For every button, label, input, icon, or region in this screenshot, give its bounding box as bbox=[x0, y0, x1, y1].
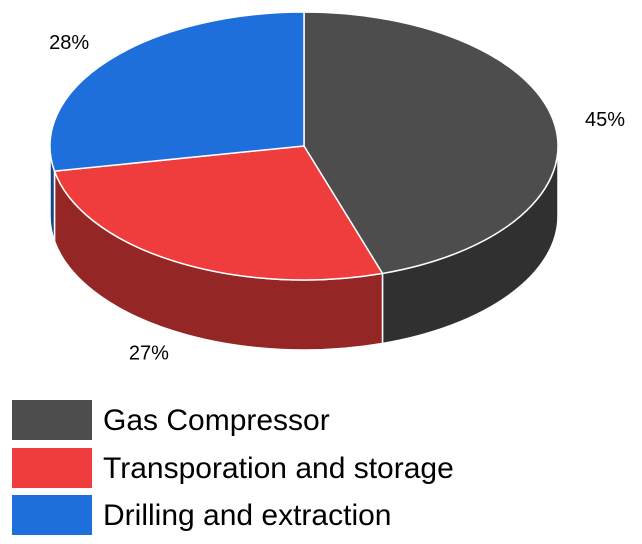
value-label: 45% bbox=[585, 109, 625, 131]
slice bbox=[49, 11, 305, 172]
legend-label: Gas Compressor bbox=[103, 404, 330, 437]
legend-swatch bbox=[12, 400, 92, 440]
slice bbox=[53, 145, 384, 281]
legend-label: Drilling and extraction bbox=[103, 499, 391, 532]
value-label: 28% bbox=[49, 32, 89, 54]
legend-swatch bbox=[12, 448, 92, 488]
legend-swatch bbox=[12, 495, 92, 535]
value-label: 27% bbox=[129, 343, 169, 365]
slice bbox=[303, 11, 559, 275]
legend-label: Transporation and storage bbox=[103, 452, 454, 485]
